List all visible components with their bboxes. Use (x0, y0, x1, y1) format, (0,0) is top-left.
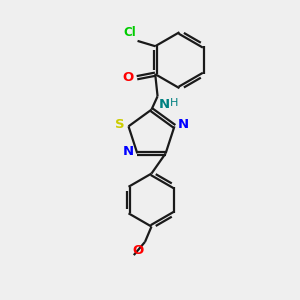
Text: O: O (122, 71, 134, 84)
Text: N: N (123, 145, 134, 158)
Text: H: H (170, 98, 178, 108)
Text: N: N (159, 98, 170, 111)
Text: Cl: Cl (123, 26, 136, 39)
Text: O: O (132, 244, 143, 257)
Text: S: S (116, 118, 125, 131)
Text: N: N (178, 118, 189, 131)
